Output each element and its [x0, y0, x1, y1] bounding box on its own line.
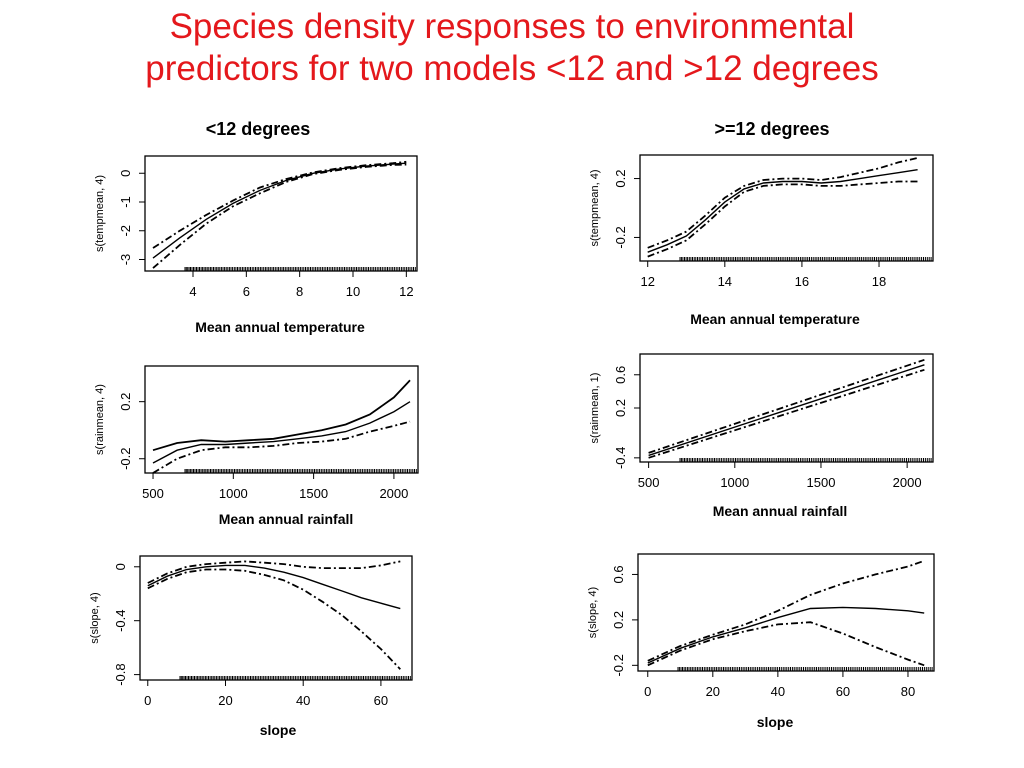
x-tick-label-1500: 1500	[807, 475, 836, 490]
title-line-1: Species density responses to environment…	[169, 7, 855, 46]
y-tick-label-0-2: -0.2	[613, 226, 628, 248]
fitted-smooth-line	[152, 401, 411, 464]
x-tick-label-20: 20	[218, 693, 232, 708]
y-tick-label-0: 0	[113, 563, 128, 570]
x-tick-label-2000: 2000	[893, 475, 922, 490]
x-tick-label-10: 10	[346, 284, 360, 299]
plot-frame	[639, 353, 934, 463]
rug-marks	[179, 676, 411, 680]
rug-marks	[184, 267, 416, 271]
y-tick-label-0: 0	[118, 170, 133, 177]
x-tick-label-40: 40	[296, 693, 310, 708]
right-column-heading: >=12 degrees	[714, 119, 830, 139]
confidence-band-line	[147, 560, 401, 584]
x-axis-label-right-slope: slope	[756, 714, 794, 730]
confidence-band-line	[647, 157, 918, 249]
fitted-smooth-line	[147, 564, 401, 610]
x-tick-label-2000: 2000	[379, 486, 408, 501]
plot-frame	[637, 553, 935, 672]
y-tick-label-0-6: 0.6	[611, 565, 626, 583]
x-tick-label-12: 12	[640, 274, 654, 289]
fitted-smooth-line	[647, 169, 918, 253]
x-axis-label-left-rainfall: Mean annual rainfall	[218, 511, 354, 527]
y-axis-label: s(rainmean, 1)	[589, 373, 601, 444]
confidence-band-line	[152, 379, 411, 452]
y-axis-label: s(rainmean, 4)	[94, 384, 106, 455]
y-tick-label-0-2: 0.2	[613, 399, 628, 417]
x-tick-label-0: 0	[144, 693, 151, 708]
panel-right-temperature: 12 14 16 18 -0.2 0.2 s(tempmean, 4)	[589, 154, 934, 289]
x-tick-label-14: 14	[718, 274, 732, 289]
y-tick-label-0-2: -0.2	[118, 448, 133, 470]
slide-title: Species density responses to environment…	[0, 6, 1024, 90]
x-tick-label-8: 8	[296, 284, 303, 299]
x-tick-label-1000: 1000	[219, 486, 248, 501]
x-tick-label-1000: 1000	[720, 475, 749, 490]
panel-left-temperature: 4 6 8 10 12 -3 -2 -1 0 s(tempmean, 4)	[94, 155, 418, 299]
fitted-smooth-line	[152, 162, 407, 259]
confidence-band-line	[152, 160, 407, 249]
rug-marks	[677, 667, 933, 671]
y-axis-label: s(tempmean, 4)	[589, 169, 601, 246]
y-tick-label-0-2: 0.2	[118, 393, 133, 411]
y-tick-label-0-6: 0.6	[613, 366, 628, 384]
x-tick-label-6: 6	[243, 284, 250, 299]
y-axis-label: s(tempmean, 4)	[94, 175, 106, 252]
confidence-band-line	[647, 180, 918, 258]
x-tick-label-500: 500	[638, 475, 660, 490]
confidence-band-line	[647, 621, 925, 667]
x-tick-label-12: 12	[399, 284, 413, 299]
confidence-band-line	[647, 559, 925, 662]
confidence-band-line	[648, 368, 925, 459]
panel-left-slope: 0 20 40 60 -0.8 -0.4 0 s(slope, 4)	[89, 555, 413, 708]
y-tick-label-0-2: -0.2	[611, 654, 626, 676]
rug-marks	[184, 469, 417, 473]
title-line-2: predictors for two models <12 and >12 de…	[145, 49, 879, 88]
y-tick-label-1: -1	[118, 196, 133, 208]
x-tick-label-1500: 1500	[299, 486, 328, 501]
confidence-band-line	[147, 568, 401, 670]
x-tick-label-4: 4	[189, 284, 196, 299]
plot-frame	[639, 154, 934, 262]
y-tick-label-0-4: -0.4	[113, 609, 128, 631]
rug-marks	[679, 257, 932, 261]
y-tick-label-0-4: -0.4	[613, 447, 628, 469]
x-tick-label-16: 16	[795, 274, 809, 289]
x-tick-label-18: 18	[872, 274, 886, 289]
x-tick-label-500: 500	[142, 486, 164, 501]
plot-frame	[144, 365, 419, 474]
x-axis-label-left-temperature: Mean annual temperature	[195, 319, 365, 335]
y-tick-label-0-2: 0.2	[613, 170, 628, 188]
panel-left-rainfall: 500 1000 1500 2000 -0.2 0.2 s(rainmean, 4)	[94, 365, 419, 501]
rug-marks	[679, 458, 932, 462]
x-tick-label-60: 60	[836, 684, 850, 699]
x-axis-label-right-rainfall: Mean annual rainfall	[712, 503, 848, 519]
y-axis-label: s(slope, 4)	[89, 592, 101, 643]
confidence-band-line	[648, 358, 925, 454]
panel-right-slope: 0 20 40 60 80 -0.2 0.2 0.6 s(slope, 4)	[587, 553, 935, 699]
x-tick-label-40: 40	[771, 684, 785, 699]
y-tick-label-0-2: 0.2	[611, 611, 626, 629]
plot-frame	[144, 155, 418, 272]
x-tick-label-0: 0	[644, 684, 651, 699]
x-axis-label-right-temperature: Mean annual temperature	[690, 311, 860, 327]
fitted-smooth-line	[648, 364, 925, 457]
confidence-band-line	[152, 163, 407, 269]
x-axis-label-left-slope: slope	[259, 722, 297, 738]
x-tick-label-20: 20	[706, 684, 720, 699]
confidence-band-line	[152, 420, 411, 474]
y-tick-label-3: -3	[118, 254, 133, 266]
left-column-heading: <12 degrees	[205, 119, 311, 139]
plot-frame	[139, 555, 413, 681]
fitted-smooth-line	[647, 606, 925, 664]
panel-right-rainfall: 500 1000 1500 2000 -0.4 0.2 0.6 s(rainmean, 1)	[589, 353, 934, 490]
x-tick-label-60: 60	[374, 693, 388, 708]
y-axis-label: s(slope, 4)	[587, 587, 599, 638]
y-tick-label-0-8: -0.8	[113, 663, 128, 685]
y-tick-label-2: -2	[118, 225, 133, 237]
x-tick-label-80: 80	[901, 684, 915, 699]
